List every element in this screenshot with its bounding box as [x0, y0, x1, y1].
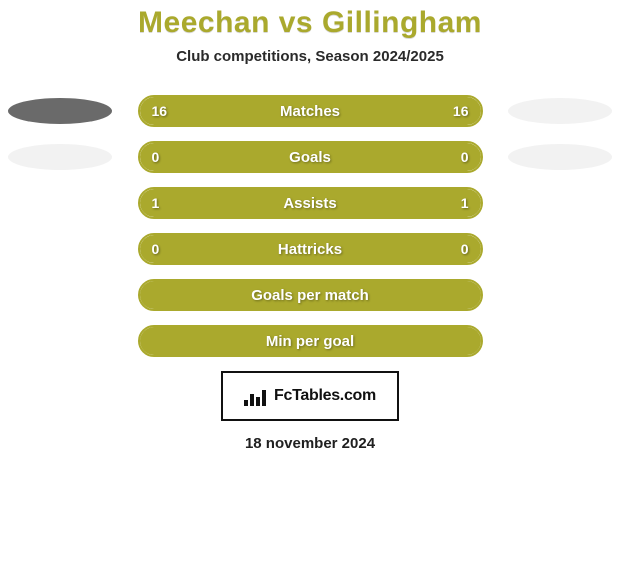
bar-chart-icon: [244, 386, 268, 406]
bar-fill-right: [310, 143, 481, 171]
page-title: Meechan vs Gillingham: [138, 6, 482, 40]
stat-row: Goals per match: [0, 279, 620, 311]
stat-bar: 1 1 Assists: [138, 187, 483, 219]
stat-bar: 16 16 Matches: [138, 95, 483, 127]
subtitle: Club competitions, Season 2024/2025: [176, 48, 444, 65]
stat-left-value: 16: [152, 103, 168, 119]
stat-label: Assists: [283, 195, 336, 212]
stat-left-value: 1: [152, 195, 160, 211]
stat-row: 0 0 Hattricks: [0, 233, 620, 265]
team-oval-right: [508, 144, 612, 170]
stat-row: 0 0 Goals: [0, 141, 620, 173]
stat-bar: Min per goal: [138, 325, 483, 357]
team-oval-right: [508, 98, 612, 124]
stat-bar: Goals per match: [138, 279, 483, 311]
stat-right-value: 16: [453, 103, 469, 119]
bar-fill-left: [140, 143, 311, 171]
stat-right-value: 0: [461, 149, 469, 165]
team-oval-left: [8, 144, 112, 170]
stat-left-value: 0: [152, 149, 160, 165]
stat-row: 1 1 Assists: [0, 187, 620, 219]
stat-label: Min per goal: [266, 333, 354, 350]
stat-right-value: 0: [461, 241, 469, 257]
comparison-card: Meechan vs Gillingham Club competitions,…: [0, 0, 620, 580]
stat-label: Goals per match: [251, 287, 369, 304]
stat-label: Hattricks: [278, 241, 342, 258]
team-oval-left: [8, 98, 112, 124]
stat-row: Min per goal: [0, 325, 620, 357]
stat-label: Matches: [280, 103, 340, 120]
stat-bar: 0 0 Goals: [138, 141, 483, 173]
stat-left-value: 0: [152, 241, 160, 257]
stat-right-value: 1: [461, 195, 469, 211]
stat-bar: 0 0 Hattricks: [138, 233, 483, 265]
logo-box[interactable]: FcTables.com: [221, 371, 399, 421]
stat-label: Goals: [289, 149, 331, 166]
date-line: 18 november 2024: [245, 435, 375, 452]
logo-text: FcTables.com: [274, 387, 376, 405]
stats-area: 16 16 Matches 0 0 Goals 1 1 Assists 0 0 Hattricks Go…: [0, 95, 620, 357]
stat-row: 16 16 Matches: [0, 95, 620, 127]
